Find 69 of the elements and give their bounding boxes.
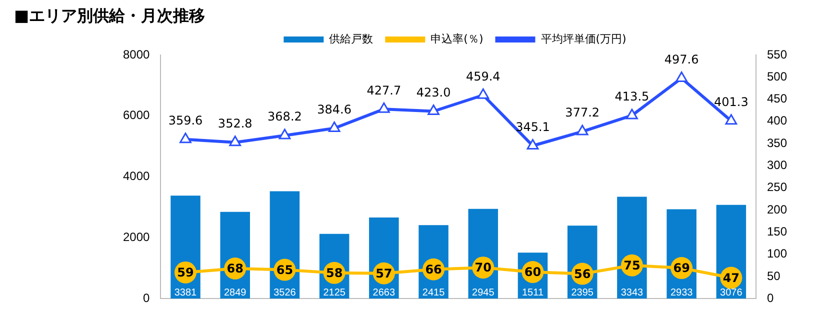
data-label: 3076 — [720, 287, 743, 298]
legend-label: 供給戸数 — [329, 32, 374, 46]
chart-title: ■エリア別供給・月次推移 — [14, 6, 206, 27]
data-label: 2395 — [571, 287, 594, 298]
data-label: 47 — [722, 270, 740, 285]
point — [278, 128, 291, 140]
y2-tick-label: 150 — [766, 224, 788, 238]
legend-label: 申込率(％) — [430, 32, 484, 46]
y-tick-label: 0 — [143, 290, 150, 305]
data-label: 352.8 — [218, 116, 252, 130]
y2-tick-label: 0 — [766, 290, 774, 305]
data-label: 3381 — [174, 287, 198, 298]
y2-tick-label: 500 — [766, 69, 788, 84]
point — [676, 71, 688, 82]
data-label: 1511 — [522, 287, 544, 298]
data-label: 401.3 — [714, 94, 748, 109]
y-tick-label: 6000 — [122, 108, 150, 122]
data-label: 2849 — [224, 287, 247, 298]
y-tick-label: 4000 — [122, 169, 150, 184]
y2-tick-label: 50 — [766, 268, 781, 283]
y-tick-label: 2000 — [122, 230, 150, 244]
data-label: 60 — [524, 265, 542, 280]
data-label: 3526 — [274, 287, 296, 298]
y2-tick-label: 450 — [766, 92, 788, 106]
data-label: 2415 — [422, 287, 446, 298]
data-label: 66 — [425, 262, 442, 276]
point — [328, 122, 340, 132]
data-label: 59 — [177, 266, 194, 280]
point — [526, 139, 539, 150]
data-label: 58 — [326, 266, 343, 280]
point — [180, 132, 192, 144]
point — [378, 102, 390, 113]
y2-tick-label: 100 — [766, 246, 788, 261]
data-label: 2663 — [372, 287, 396, 298]
data-label: 68 — [226, 262, 244, 276]
point — [428, 104, 440, 115]
data-label: 65 — [276, 262, 294, 277]
y2-tick-label: 250 — [766, 180, 788, 194]
data-label: 2125 — [323, 287, 346, 298]
point — [229, 136, 242, 146]
point — [576, 124, 588, 136]
legend-label: 平均坪単価(万円) — [540, 32, 626, 46]
data-label: 497.6 — [664, 52, 699, 66]
data-label: 57 — [376, 266, 392, 280]
data-label: 70 — [474, 260, 492, 275]
data-label: 69 — [673, 261, 690, 276]
data-label: 427.7 — [366, 83, 402, 98]
point — [477, 88, 490, 99]
y2-tick-label: 550 — [766, 47, 788, 62]
data-label: 2933 — [670, 287, 694, 298]
data-label: 423.0 — [416, 85, 451, 100]
data-label: 75 — [624, 258, 640, 273]
point — [626, 108, 638, 120]
data-label: 384.6 — [317, 102, 352, 116]
y-tick-label: 8000 — [122, 47, 150, 62]
data-label: 56 — [574, 266, 591, 281]
y2-tick-label: 200 — [766, 202, 788, 216]
data-label: 345.1 — [516, 120, 550, 134]
data-label: 359.6 — [168, 113, 203, 128]
data-label: 377.2 — [565, 106, 600, 120]
y2-tick-label: 300 — [766, 158, 788, 172]
y2-tick-label: 350 — [766, 136, 788, 150]
data-label: 368.2 — [268, 110, 302, 124]
data-label: 3343 — [620, 287, 644, 298]
data-label: 413.5 — [614, 90, 650, 104]
y2-tick-label: 400 — [766, 114, 788, 128]
data-label: 459.4 — [466, 69, 500, 84]
data-label: 2945 — [472, 287, 495, 298]
point — [725, 114, 738, 125]
